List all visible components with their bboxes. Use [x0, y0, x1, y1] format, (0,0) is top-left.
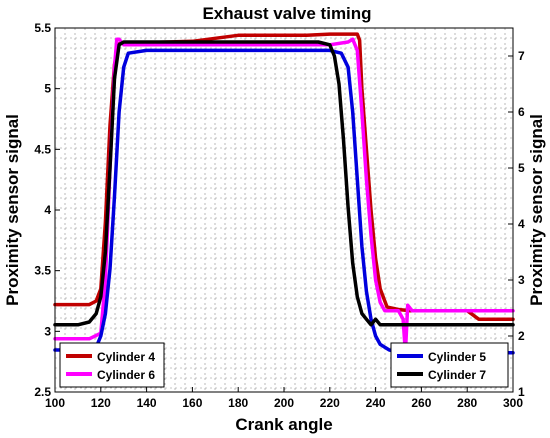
y-tick-label-right: 1	[518, 385, 525, 399]
series-line-cylinder-5	[53, 48, 515, 355]
series-line-cylinder-7	[53, 40, 515, 327]
y-tick-label-left: 3	[44, 324, 51, 338]
y-axis-label-right: Proximity sensor signal	[527, 114, 546, 306]
y-ticks-right: 1 2 3 4 5 6 7	[508, 49, 525, 399]
y-tick-label-left: 5.5	[34, 21, 51, 35]
plot-background	[55, 28, 513, 392]
y-tick-label-left: 4.5	[34, 142, 51, 156]
x-tick-label: 140	[137, 396, 157, 410]
legend-label-cylinder-5: Cylinder 5	[428, 350, 486, 364]
y-tick-label-right: 6	[518, 105, 525, 119]
x-tick-label: 100	[45, 396, 65, 410]
x-tick-label: 220	[320, 396, 340, 410]
y-tick-label-left: 3.5	[34, 264, 51, 278]
x-tick-label: 160	[182, 396, 202, 410]
legend-left: Cylinder 4 Cylinder 6	[59, 342, 165, 388]
x-tick-label: 200	[274, 396, 294, 410]
x-tick-label: 300	[503, 396, 523, 410]
y-tick-label-right: 2	[518, 329, 525, 343]
series-layer	[53, 32, 515, 355]
x-tick-label: 280	[457, 396, 477, 410]
y-ticks-left: 2.5 3 3.5 4 4.5 5 5.5	[34, 21, 60, 399]
y-tick-label-left: 2.5	[34, 385, 51, 399]
x-tick-label: 120	[91, 396, 111, 410]
y-tick-label-right: 4	[518, 217, 525, 231]
x-tick-label: 240	[366, 396, 386, 410]
x-tick-label: 260	[411, 396, 431, 410]
grid	[55, 28, 513, 392]
legend-label-cylinder-7: Cylinder 7	[428, 368, 486, 382]
y-tick-label-right: 3	[518, 273, 525, 287]
x-tick-label: 180	[228, 396, 248, 410]
y-tick-label-left: 4	[44, 203, 51, 217]
legend-label-cylinder-6: Cylinder 6	[97, 368, 155, 382]
legend-left-box	[59, 342, 165, 388]
x-ticks: 100 120 140 160 180 200 220 240 260 280 300	[45, 387, 523, 410]
legend-label-cylinder-4: Cylinder 4	[97, 350, 155, 364]
y-tick-label-right: 7	[518, 49, 525, 63]
y-axis-label-left: Proximity sensor signal	[3, 114, 22, 306]
chart-title: Exhaust valve timing	[202, 4, 371, 23]
y-tick-label-right: 5	[518, 161, 525, 175]
legend-right: Cylinder 5 Cylinder 7	[390, 342, 509, 388]
legend-right-box	[390, 342, 509, 388]
series-line-cylinder-6	[53, 37, 515, 355]
x-axis-label: Crank angle	[235, 415, 332, 434]
y-tick-label-left: 5	[44, 82, 51, 96]
